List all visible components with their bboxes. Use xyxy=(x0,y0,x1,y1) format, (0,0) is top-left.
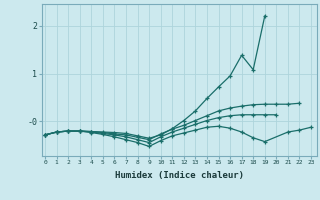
X-axis label: Humidex (Indice chaleur): Humidex (Indice chaleur) xyxy=(115,171,244,180)
